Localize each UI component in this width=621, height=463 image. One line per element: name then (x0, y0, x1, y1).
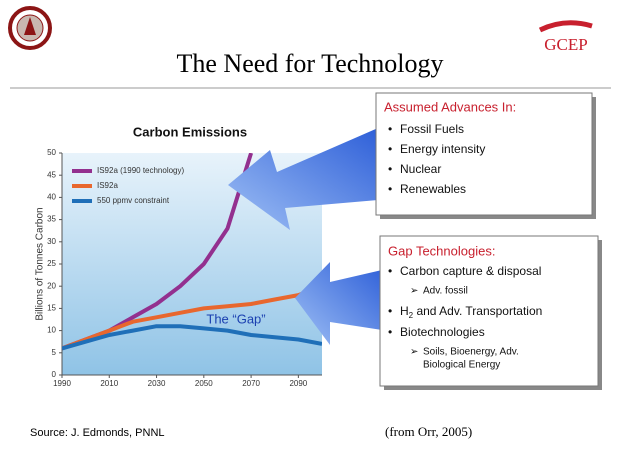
advances-box (375, 92, 593, 216)
y-tick-label: 10 (47, 326, 56, 335)
citation: (from Orr, 2005) (385, 424, 472, 439)
box-title: Gap Technologies: (388, 243, 495, 258)
series-line (62, 284, 322, 351)
bullet-text: Renewables (400, 182, 466, 196)
series-line (62, 324, 322, 351)
arrow (228, 128, 378, 230)
x-tick-label: 2070 (242, 379, 260, 388)
bullet-text: Nuclear (400, 162, 441, 176)
legend-label: 550 ppmv constraint (97, 196, 170, 205)
y-tick-label: 15 (47, 304, 56, 313)
x-tick-label: 1990 (53, 379, 71, 388)
bullet: • (388, 122, 392, 136)
bullet: • (388, 182, 392, 196)
x-tick-label: 2090 (289, 379, 307, 388)
y-tick-label: 30 (47, 237, 56, 246)
sub-bullet: ➢ (410, 347, 418, 358)
legend-label: IS92a (1990 technology) (97, 166, 185, 175)
y-tick-label: 35 (47, 215, 56, 224)
y-tick-label: 40 (47, 193, 56, 202)
x-tick-label: 2030 (148, 379, 166, 388)
source: Source: J. Edmonds, PNNL (30, 427, 165, 439)
bullet-text: Energy intensity (400, 142, 485, 156)
y-tick-label: 20 (47, 281, 56, 290)
bullet: • (388, 304, 392, 318)
y-tick-label: 5 (52, 348, 57, 357)
y-tick-label: 45 (47, 170, 56, 179)
bullet: • (388, 162, 392, 176)
x-tick-label: 2010 (100, 379, 118, 388)
arrow (295, 262, 382, 345)
bullet: • (388, 142, 392, 156)
sub-bullet-text: Biological Energy (423, 360, 500, 371)
advances-list: • Fossil Fuels • Energy intensity • Nuclear • R… (388, 122, 485, 196)
bullet-text: Biotechnologies (400, 325, 485, 339)
logo-text: GCEP (544, 35, 587, 54)
y-tick-label: 25 (47, 259, 56, 268)
annotation: The “Gap” (206, 311, 265, 326)
legend-label: IS92a (97, 181, 118, 190)
chart: Carbon Emissions Billions of Tonnes Carbo… (35, 124, 322, 388)
gcep-logo: GCEP (538, 20, 593, 54)
y-tick-label: 50 (47, 148, 56, 157)
text: and Adv. Transportation (413, 304, 542, 318)
sub-bullet-text: Soils, Bioenergy, Adv. (423, 347, 519, 358)
bullet: • (388, 264, 392, 278)
box-title: Assumed Advances In: (384, 99, 516, 114)
bullet: • (388, 325, 392, 339)
bullet-text: Carbon capture & disposal (400, 264, 541, 278)
y-tick-label: 0 (52, 370, 57, 379)
subscript: 2 (409, 311, 414, 320)
bullet-text: H2 and Adv. Transportation (400, 304, 542, 320)
y-axis-label: Billions of Tonnes Carbon (35, 207, 46, 320)
slide-title: The Need for Technology (177, 49, 444, 78)
sub-bullet: ➢ (410, 286, 418, 297)
sub-bullet-text: Adv. fossil (423, 286, 468, 297)
x-tick-label: 2050 (195, 379, 213, 388)
text: H (400, 304, 409, 318)
gap-box (379, 235, 599, 387)
bullet-text: Fossil Fuels (400, 122, 464, 136)
chart-title: Carbon Emissions (133, 124, 247, 139)
stanford-logo (8, 6, 52, 50)
